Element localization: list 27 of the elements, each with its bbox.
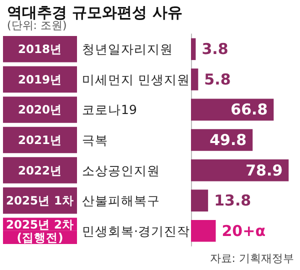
text: 산불피해복구: [82, 193, 160, 208]
y-tick-label: 2022년: [18, 163, 62, 178]
y-tick-label: 2019년: [18, 72, 62, 86]
data-label: 20+α: [222, 222, 266, 240]
text: 자료: 기획재정부: [210, 252, 294, 265]
text: 소상공인지원: [82, 162, 160, 178]
text: 미세먼지 민생지원: [82, 72, 190, 87]
text: 청년일자리지원: [82, 42, 173, 57]
text: (단위: 조원): [7, 19, 67, 32]
bar: [191, 220, 216, 242]
bar: [191, 190, 208, 212]
y-tick-label: 2021년: [18, 133, 62, 147]
bar: [191, 38, 196, 60]
data-label: 66.8: [230, 100, 268, 119]
text: 코로나19 극복: [82, 102, 137, 148]
y-tick-label: 2025년 1차: [6, 194, 74, 208]
chart-title: 역대추경 규모와편성 사유: [7, 4, 182, 22]
y-tick-label: 2018년: [18, 42, 62, 56]
data-label: 3.8: [202, 40, 228, 58]
bar: [191, 68, 198, 90]
y-tick-label: 2020년: [18, 102, 62, 117]
data-label: 13.8: [214, 192, 252, 210]
y-tick-label: 2025년 2차 (집행전): [6, 217, 74, 244]
data-label: 49.8: [210, 131, 247, 149]
data-label: 5.8: [204, 70, 231, 88]
text: 민생회복·경기진작: [82, 223, 190, 238]
data-label: 78.9: [246, 161, 283, 180]
